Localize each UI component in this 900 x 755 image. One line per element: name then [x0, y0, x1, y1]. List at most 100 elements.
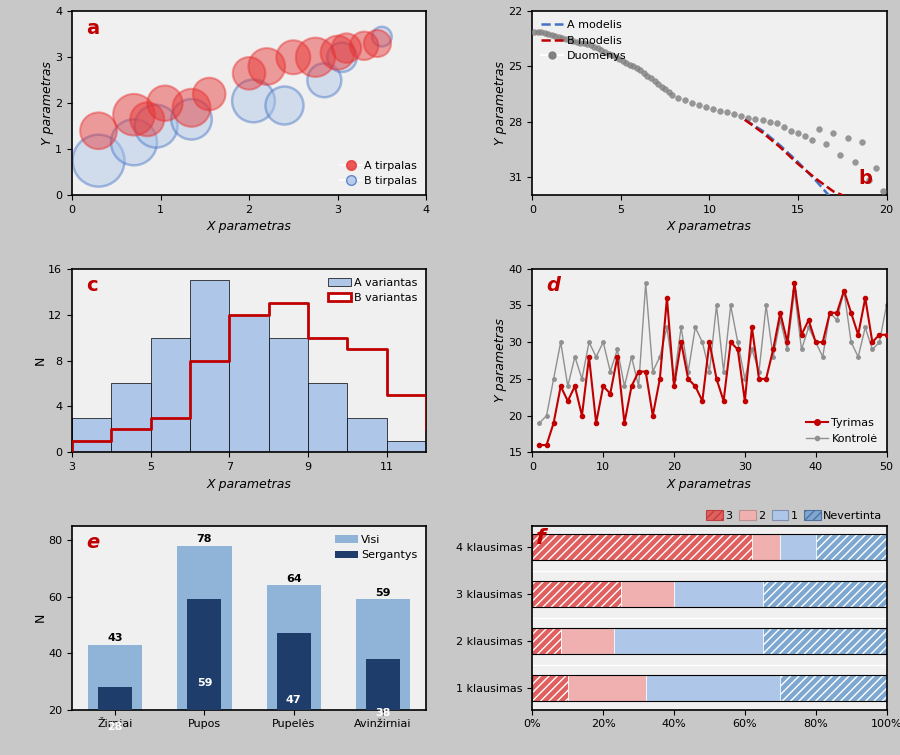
- Bar: [72, 418, 112, 452]
- Kontrolė: [577, 374, 588, 384]
- Tyrimas: [796, 330, 807, 339]
- Kontrolė: [541, 411, 552, 421]
- Kontrolė: [647, 367, 658, 376]
- Point: [616, 55, 630, 67]
- Text: 38: 38: [375, 707, 391, 717]
- Kontrolė: [612, 345, 623, 354]
- Kontrolė: [718, 367, 729, 376]
- X-axis label: X parametras: X parametras: [207, 478, 292, 491]
- Point: [370, 38, 384, 50]
- Point: [713, 104, 727, 116]
- Point: [748, 112, 762, 125]
- Tyrimas: [626, 382, 637, 391]
- Point: [317, 74, 331, 86]
- Point: [623, 59, 637, 71]
- Tyrimas: [824, 308, 835, 317]
- Kontrolė: [711, 300, 722, 310]
- Tyrimas: [647, 411, 658, 421]
- Text: 47: 47: [286, 695, 302, 705]
- Point: [184, 113, 199, 125]
- Kontrolė: [534, 418, 544, 427]
- Y-axis label: Y parametras: Y parametras: [40, 61, 54, 145]
- Kontrolė: [669, 374, 680, 384]
- Kontrolė: [839, 286, 850, 295]
- Point: [791, 127, 806, 139]
- Bar: [674, 581, 762, 607]
- Kontrolė: [881, 300, 892, 310]
- Bar: [645, 676, 780, 701]
- Point: [577, 38, 591, 50]
- Point: [626, 60, 641, 72]
- Legend: Tyrimas, Kontrolė: Tyrimas, Kontrolė: [803, 414, 881, 447]
- Bar: [762, 628, 886, 655]
- Line: Kontrolė: Kontrolė: [537, 282, 888, 425]
- Bar: [308, 384, 347, 452]
- Tyrimas: [860, 294, 870, 303]
- Tyrimas: [548, 418, 559, 427]
- Text: 64: 64: [286, 574, 302, 584]
- Kontrolė: [725, 300, 736, 310]
- Kontrolė: [740, 374, 751, 384]
- Tyrimas: [853, 330, 864, 339]
- Legend: A tirpalas, B tirpalas: A tirpalas, B tirpalas: [337, 157, 420, 190]
- Point: [876, 186, 890, 198]
- Bar: [88, 645, 142, 755]
- Point: [148, 120, 163, 132]
- Tyrimas: [839, 286, 850, 295]
- Bar: [568, 676, 645, 701]
- Bar: [533, 628, 561, 655]
- Bar: [780, 676, 886, 701]
- Point: [662, 86, 676, 98]
- Kontrolė: [598, 337, 608, 347]
- Point: [691, 99, 706, 111]
- Point: [127, 109, 141, 121]
- Point: [608, 51, 623, 63]
- Point: [727, 108, 742, 120]
- Point: [734, 110, 749, 122]
- Point: [854, 136, 868, 148]
- Point: [526, 26, 541, 38]
- Kontrolė: [704, 367, 715, 376]
- Kontrolė: [583, 337, 594, 347]
- Point: [640, 69, 654, 82]
- Point: [605, 49, 619, 61]
- Tyrimas: [711, 374, 722, 384]
- Point: [678, 94, 692, 106]
- Point: [636, 67, 651, 79]
- Tyrimas: [718, 396, 729, 405]
- Point: [861, 174, 876, 186]
- Bar: [780, 535, 815, 560]
- Tyrimas: [704, 337, 715, 347]
- Tyrimas: [676, 337, 687, 347]
- Tyrimas: [690, 382, 701, 391]
- Text: f: f: [536, 528, 545, 548]
- Point: [158, 97, 172, 109]
- Point: [777, 121, 791, 133]
- Bar: [366, 659, 400, 755]
- Point: [848, 156, 862, 168]
- Point: [286, 51, 301, 63]
- Kontrolė: [846, 337, 857, 347]
- Point: [698, 101, 713, 113]
- Bar: [533, 676, 568, 701]
- Tyrimas: [760, 374, 771, 384]
- Tyrimas: [662, 294, 672, 303]
- Tyrimas: [817, 337, 828, 347]
- Point: [335, 51, 349, 63]
- Point: [140, 113, 155, 125]
- Point: [598, 46, 612, 58]
- Point: [833, 149, 848, 161]
- Text: a: a: [86, 19, 99, 38]
- Point: [594, 44, 608, 56]
- Text: d: d: [546, 276, 561, 295]
- Kontrolė: [654, 353, 665, 362]
- Point: [755, 114, 770, 126]
- Kontrolė: [768, 353, 778, 362]
- Kontrolė: [676, 323, 687, 332]
- Y-axis label: N: N: [34, 613, 47, 622]
- Point: [819, 137, 833, 149]
- Kontrolė: [803, 323, 814, 332]
- Tyrimas: [746, 323, 757, 332]
- Bar: [187, 599, 221, 755]
- Kontrolė: [605, 367, 616, 376]
